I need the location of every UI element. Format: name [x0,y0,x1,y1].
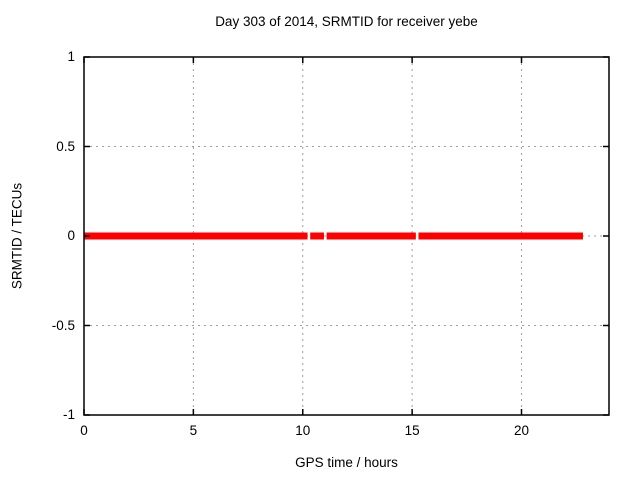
y-tick-label: -1 [62,407,75,422]
y-tick-label: 0.5 [56,138,75,154]
x-tick-label: 20 [513,423,530,438]
y-tick-label: 1 [67,49,75,64]
x-axis-title: GPS time / hours [295,455,398,470]
chart-title: Day 303 of 2014, SRMTID for receiver yeb… [215,14,478,29]
x-tick-label: 0 [80,423,88,438]
x-tick-label: 15 [404,423,420,438]
y-tick-label: 0 [67,228,75,243]
y-tick-label: -0.5 [51,317,75,333]
x-tick-label: 10 [295,423,311,438]
x-tick-label: 5 [189,423,198,438]
